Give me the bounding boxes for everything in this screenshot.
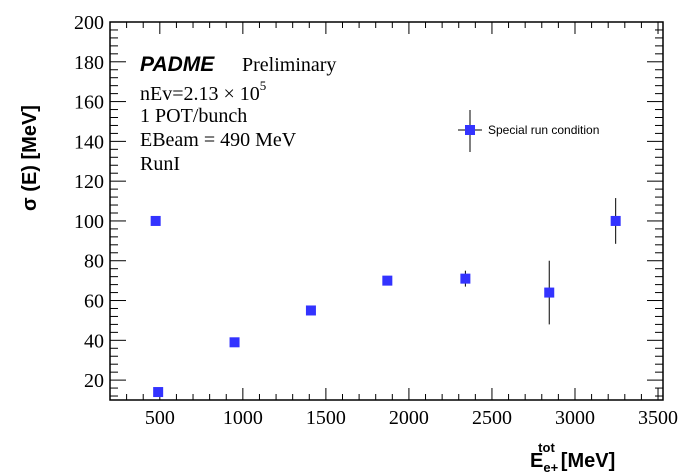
x-tick-label: 2000: [389, 407, 429, 429]
data-point: [382, 275, 393, 286]
y-tick-label: 120: [74, 171, 104, 193]
x-tick-label: 2500: [472, 407, 512, 429]
annotation-status: Preliminary: [242, 54, 336, 76]
x-tick-label: 3500: [638, 407, 678, 429]
x-axis-label-sub: e+: [543, 460, 558, 475]
data-point: [153, 387, 164, 398]
y-tick-label: 200: [74, 12, 104, 34]
x-tick-label: 1000: [223, 407, 263, 429]
y-axis-label: σ (E) [MeV]: [19, 105, 41, 211]
y-tick-label: 160: [74, 92, 104, 114]
y-tick-label: 40: [84, 330, 104, 352]
legend: Special run condition: [458, 110, 599, 152]
annotation-nev-exponent: 5: [260, 78, 267, 93]
y-tick-label: 180: [74, 52, 104, 74]
data-point: [229, 337, 240, 348]
plot-frame: [109, 21, 664, 401]
annotation-run: RunI: [140, 153, 180, 175]
annotation-experiment: PADME: [140, 53, 215, 76]
data-point: [544, 287, 555, 298]
y-tick-label: 60: [84, 291, 104, 313]
data-point: [460, 273, 471, 284]
x-tick-label: 3000: [555, 407, 595, 429]
x-axis-label-sup: tot: [538, 440, 555, 455]
data-point: [305, 305, 316, 316]
x-tick-label: 500: [145, 407, 175, 429]
y-tick-label: 20: [84, 370, 104, 392]
legend-marker: [465, 125, 475, 135]
y-tick-label: 140: [74, 131, 104, 153]
x-tick-label: 1500: [306, 407, 346, 429]
y-tick-label: 100: [74, 211, 104, 233]
data-point: [610, 215, 621, 226]
y-tick-label: 80: [84, 251, 104, 273]
data-point: [150, 215, 161, 226]
annotation-pot: 1 POT/bunch: [140, 105, 247, 127]
x-axis-label: Ee+tot[MeV]: [530, 440, 615, 475]
x-axis-label-unit: [MeV]: [561, 450, 615, 472]
annotation-beam: EBeam = 490 MeV: [140, 129, 297, 151]
annotation-nev: nEv=2.13 × 105: [140, 78, 266, 105]
legend-label: Special run condition: [488, 123, 599, 137]
